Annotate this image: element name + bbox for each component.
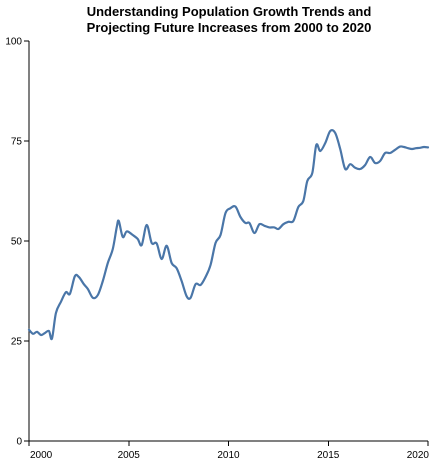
x-tick-label: 2005 — [118, 450, 141, 461]
series-line — [27, 129, 430, 341]
axes: 0 25 50 75 100 2000 2005 2010 2015 2020 — [5, 37, 429, 462]
x-tick-label: 2000 — [30, 450, 53, 461]
chart-title-line-1: Understanding Population Growth Trends a… — [87, 4, 372, 19]
series-layer — [27, 129, 430, 341]
y-tick-label: 100 — [5, 37, 22, 48]
y-tick-label: 50 — [11, 237, 23, 248]
y-tick-label: 0 — [16, 437, 22, 448]
chart-title-line-2: Projecting Future Increases from 2000 to… — [87, 20, 372, 35]
y-tick-label: 75 — [11, 137, 23, 148]
x-tick-label: 2010 — [217, 450, 240, 461]
y-tick-label: 25 — [11, 337, 23, 348]
x-tick-label: 2020 — [407, 450, 430, 461]
x-tick-label: 2015 — [317, 450, 340, 461]
